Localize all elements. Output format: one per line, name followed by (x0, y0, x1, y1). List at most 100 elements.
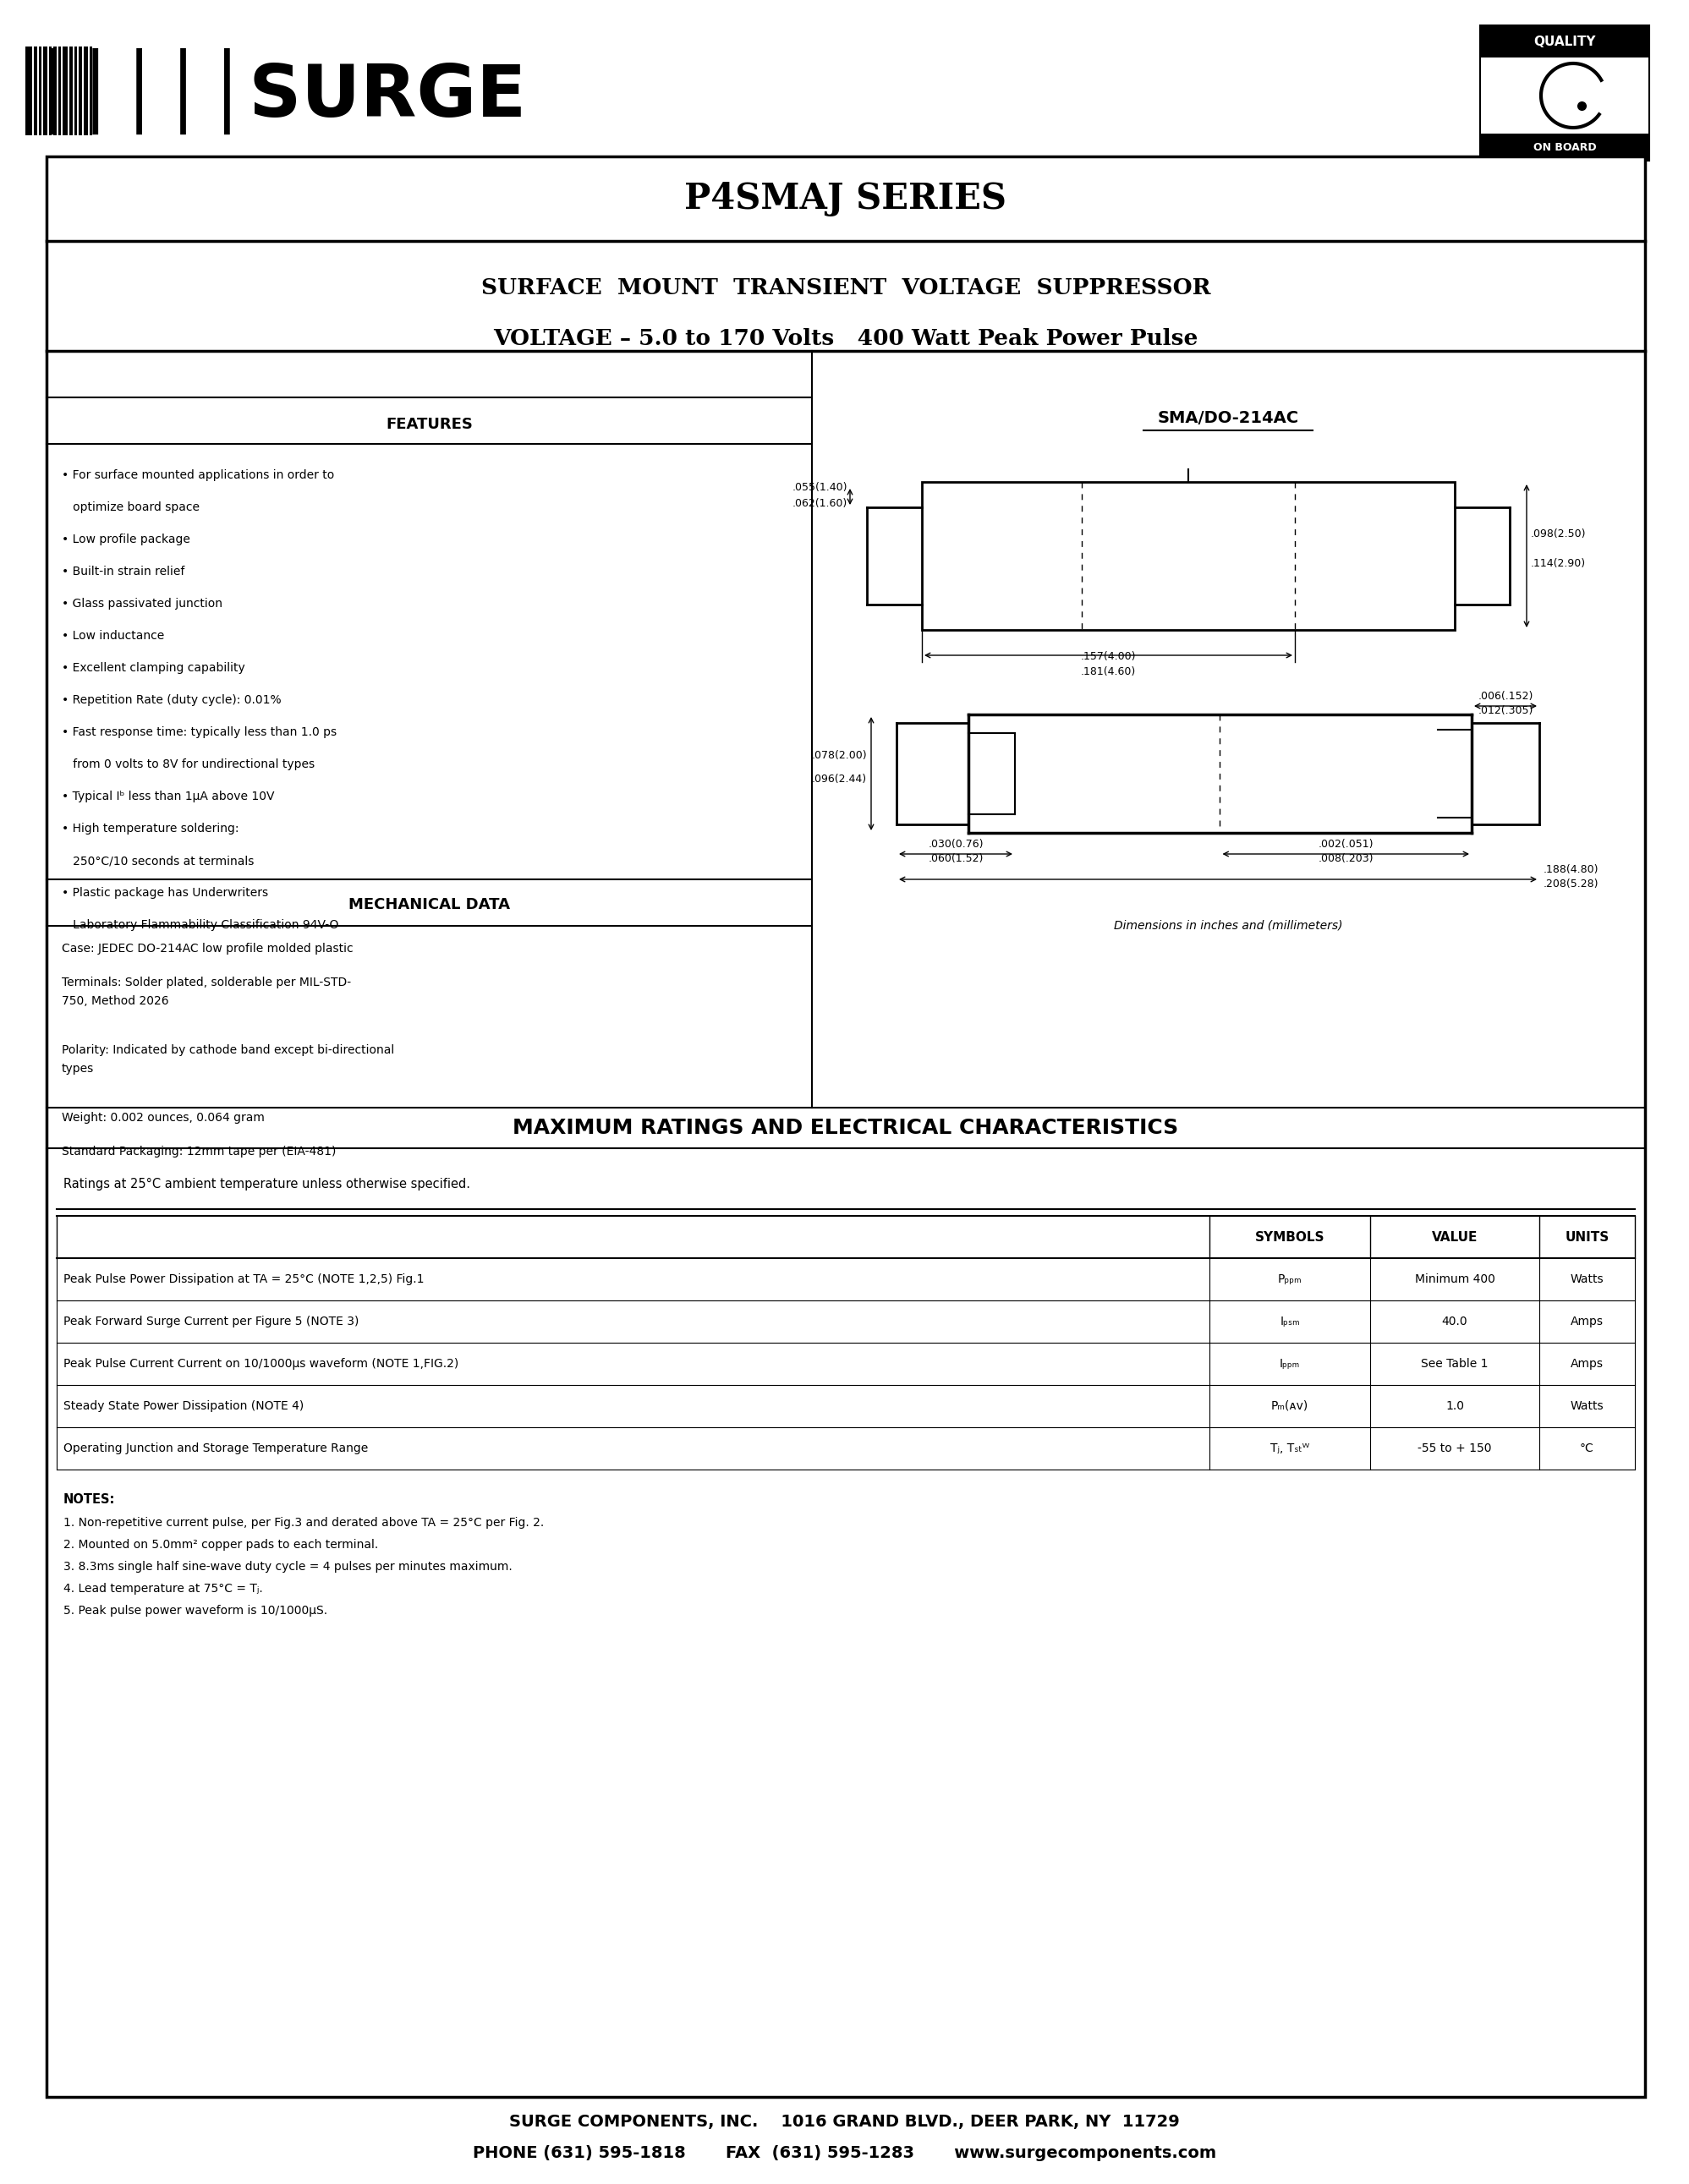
Text: │││││SURGE: │││││SURGE (30, 48, 525, 133)
Bar (79, 46, 83, 135)
Text: .096(2.44): .096(2.44) (812, 773, 866, 784)
Bar (69, 46, 73, 135)
Text: 2. Mounted on 5.0mm² copper pads to each terminal.: 2. Mounted on 5.0mm² copper pads to each… (64, 1540, 378, 1551)
Text: • For surface mounted applications in order to: • For surface mounted applications in or… (62, 470, 334, 480)
Text: SURFACE  MOUNT  TRANSIENT  VOLTAGE  SUPPRESSOR: SURFACE MOUNT TRANSIENT VOLTAGE SUPPRESS… (481, 277, 1211, 297)
Text: FEATURES: FEATURES (385, 417, 473, 432)
Text: Case: JEDEC DO-214AC low profile molded plastic: Case: JEDEC DO-214AC low profile molded … (62, 943, 353, 954)
Text: Amps: Amps (1571, 1315, 1603, 1328)
Bar (74, 46, 78, 135)
Bar (1480, 26, 1648, 57)
Bar (57, 1216, 1635, 1258)
Text: Pₘ(ᴀᴠ): Pₘ(ᴀᴠ) (1272, 1400, 1309, 1413)
Bar (1480, 26, 1648, 162)
Text: 40.0: 40.0 (1442, 1315, 1468, 1328)
Text: SMA/DO-214AC: SMA/DO-214AC (1157, 411, 1299, 426)
Text: • Low inductance: • Low inductance (62, 629, 164, 642)
Text: Terminals: Solder plated, solderable per MIL-STD-: Terminals: Solder plated, solderable per… (62, 976, 351, 989)
Text: • Excellent clamping capability: • Excellent clamping capability (62, 662, 245, 675)
Text: -55 to + 150: -55 to + 150 (1417, 1441, 1491, 1455)
Text: .188(4.80): .188(4.80) (1544, 865, 1599, 876)
Text: 1.0: 1.0 (1446, 1400, 1464, 1413)
Bar (84, 46, 88, 135)
Text: from 0 volts to 8V for undirectional types: from 0 volts to 8V for undirectional typ… (62, 758, 314, 771)
Bar (922, 483, 1454, 629)
Text: .055(1.40): .055(1.40) (792, 483, 848, 494)
Text: .208(5.28): .208(5.28) (1544, 878, 1599, 889)
Text: SURGE COMPONENTS, INC.    1016 GRAND BLVD., DEER PARK, NY  11729: SURGE COMPONENTS, INC. 1016 GRAND BLVD.,… (510, 2114, 1179, 2129)
Text: Minimum 400: Minimum 400 (1415, 1273, 1495, 1284)
Text: .060(1.52): .060(1.52) (927, 854, 983, 865)
Text: optimize board space: optimize board space (62, 502, 199, 513)
Text: Laboratory Flammability Classification 94V-O: Laboratory Flammability Classification 9… (62, 919, 338, 930)
Text: °C: °C (1579, 1441, 1594, 1455)
Text: .012(.305): .012(.305) (1478, 705, 1534, 716)
Text: .114(2.90): .114(2.90) (1530, 557, 1586, 568)
Bar (47, 157, 1645, 2097)
Text: NOTES:: NOTES: (64, 1494, 115, 1507)
Text: Watts: Watts (1571, 1273, 1605, 1284)
Text: Peak Forward Surge Current per Figure 5 (NOTE 3): Peak Forward Surge Current per Figure 5 … (64, 1315, 360, 1328)
Text: See Table 1: See Table 1 (1420, 1358, 1488, 1369)
Text: .181(4.60): .181(4.60) (1081, 666, 1137, 677)
Bar (90, 46, 93, 135)
Text: Iₚₛₘ: Iₚₛₘ (1280, 1315, 1301, 1328)
Text: MAXIMUM RATINGS AND ELECTRICAL CHARACTERISTICS: MAXIMUM RATINGS AND ELECTRICAL CHARACTER… (513, 1118, 1179, 1138)
Text: 3. 8.3ms single half sine-wave duty cycle = 4 pulses per minutes maximum.: 3. 8.3ms single half sine-wave duty cycl… (64, 1562, 512, 1572)
Text: • Low profile package: • Low profile package (62, 533, 191, 546)
Bar (34, 46, 37, 135)
Text: 5. Peak pulse power waveform is 10/1000μS.: 5. Peak pulse power waveform is 10/1000μ… (64, 1605, 328, 1616)
Text: P4SMAJ SERIES: P4SMAJ SERIES (684, 181, 1007, 216)
Text: QUALITY: QUALITY (1534, 35, 1596, 48)
Bar (49, 46, 52, 135)
Text: Operating Junction and Storage Temperature Range: Operating Junction and Storage Temperatu… (64, 1441, 368, 1455)
Text: Peak Pulse Current Current on 10/1000μs waveform (NOTE 1,FIG.2): Peak Pulse Current Current on 10/1000μs … (64, 1358, 459, 1369)
Text: • Fast response time: typically less than 1.0 ps: • Fast response time: typically less tha… (62, 727, 336, 738)
Bar (44, 46, 47, 135)
Text: MECHANICAL DATA: MECHANICAL DATA (348, 898, 510, 913)
Text: Iₚₚₘ: Iₚₚₘ (1280, 1358, 1301, 1369)
Bar (59, 46, 61, 135)
Text: VALUE: VALUE (1432, 1230, 1478, 1243)
Text: Weight: 0.002 ounces, 0.064 gram: Weight: 0.002 ounces, 0.064 gram (62, 1112, 265, 1125)
Text: .078(2.00): .078(2.00) (811, 751, 866, 762)
Text: VOLTAGE – 5.0 to 170 Volts   400 Watt Peak Power Pulse: VOLTAGE – 5.0 to 170 Volts 400 Watt Peak… (493, 328, 1198, 349)
Text: 4. Lead temperature at 75°C = Tⱼ.: 4. Lead temperature at 75°C = Tⱼ. (64, 1583, 263, 1594)
Text: .098(2.50): .098(2.50) (1530, 529, 1586, 539)
Text: Tⱼ, Tₛₜᵂ: Tⱼ, Tₛₜᵂ (1270, 1441, 1309, 1455)
Bar (54, 46, 57, 135)
Text: • Typical Iᵇ less than 1μA above 10V: • Typical Iᵇ less than 1μA above 10V (62, 791, 274, 802)
Text: • High temperature soldering:: • High temperature soldering: (62, 823, 238, 834)
Text: .006(.152): .006(.152) (1478, 690, 1534, 701)
Text: .030(0.76): .030(0.76) (927, 839, 983, 850)
Text: .002(.051): .002(.051) (1317, 839, 1373, 850)
Text: .157(4.00): .157(4.00) (1081, 651, 1137, 662)
Text: Steady State Power Dissipation (NOTE 4): Steady State Power Dissipation (NOTE 4) (64, 1400, 304, 1413)
Text: Pₚₚₘ: Pₚₚₘ (1277, 1273, 1302, 1284)
Text: Polarity: Indicated by cathode band except bi-directional: Polarity: Indicated by cathode band exce… (62, 1044, 394, 1057)
Text: .008(.203): .008(.203) (1317, 854, 1373, 865)
Text: Dimensions in inches and (millimeters): Dimensions in inches and (millimeters) (1115, 919, 1343, 933)
Text: SYMBOLS: SYMBOLS (1255, 1230, 1324, 1243)
Text: • Repetition Rate (duty cycle): 0.01%: • Repetition Rate (duty cycle): 0.01% (62, 695, 282, 705)
Text: • Built-in strain relief: • Built-in strain relief (62, 566, 184, 577)
Text: UNITS: UNITS (1566, 1230, 1610, 1243)
Text: 1. Non-repetitive current pulse, per Fig.3 and derated above TA = 25°C per Fig. : 1. Non-repetitive current pulse, per Fig… (64, 1518, 544, 1529)
Text: types: types (62, 1064, 95, 1075)
Text: 750, Method 2026: 750, Method 2026 (62, 996, 169, 1007)
Text: .062(1.60): .062(1.60) (792, 498, 848, 509)
Text: Ratings at 25°C ambient temperature unless otherwise specified.: Ratings at 25°C ambient temperature unle… (64, 1177, 470, 1190)
Bar (39, 46, 42, 135)
Text: • Glass passivated junction: • Glass passivated junction (62, 598, 223, 609)
Bar (1480, 133, 1648, 162)
Text: ON BOARD: ON BOARD (1534, 142, 1596, 153)
Text: Amps: Amps (1571, 1358, 1603, 1369)
Text: Peak Pulse Power Dissipation at TA = 25°C (NOTE 1,2,5) Fig.1: Peak Pulse Power Dissipation at TA = 25°… (64, 1273, 424, 1284)
Text: 250°C/10 seconds at terminals: 250°C/10 seconds at terminals (62, 854, 253, 867)
Text: Watts: Watts (1571, 1400, 1605, 1413)
Bar (62, 46, 68, 135)
Text: Standard Packaging: 12mm tape per (EIA-481): Standard Packaging: 12mm tape per (EIA-4… (62, 1147, 336, 1158)
Text: PHONE (631) 595-1818       FAX  (631) 595-1283       www.surgecomponents.com: PHONE (631) 595-1818 FAX (631) 595-1283 … (473, 2145, 1216, 2162)
Bar (25, 46, 32, 135)
Text: • Plastic package has Underwriters: • Plastic package has Underwriters (62, 887, 269, 900)
